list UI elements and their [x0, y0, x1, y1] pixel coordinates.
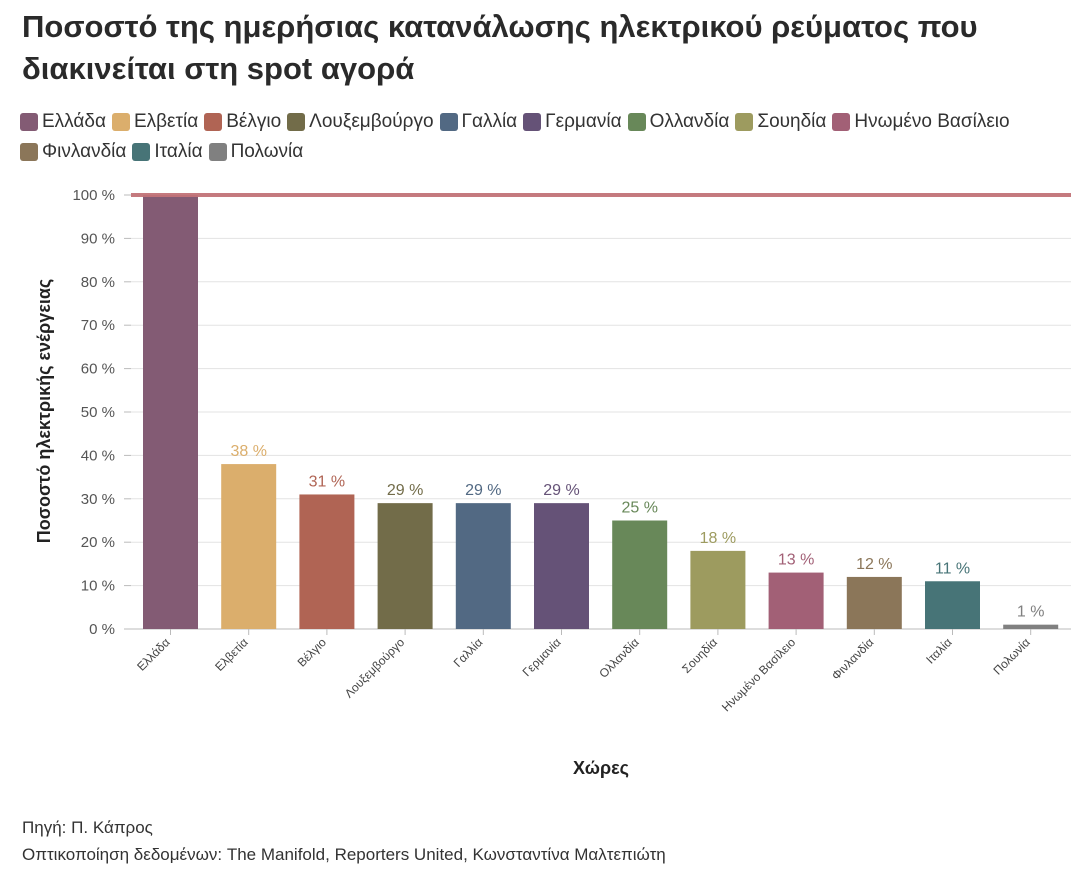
bar — [299, 494, 355, 629]
footer: Πηγή: Π. Κάπρος Οπτικοποίηση δεδομένων: … — [22, 814, 666, 868]
legend-item[interactable]: Φινλανδία — [20, 140, 126, 164]
data-label: 11 % — [935, 560, 970, 577]
legend-label: Ελλάδα — [42, 111, 106, 132]
bar — [534, 503, 589, 629]
y-tick-label: 10 % — [81, 578, 115, 595]
legend-label: Γερμανία — [545, 111, 622, 132]
x-axis: Ελλάδα Ελβετία Βέλγιο Λουξεμβούργο Γαλλία Γερ… — [134, 629, 1033, 714]
legend-label: Ηνωμένο Βασίλειο — [854, 111, 1010, 132]
data-label: 29 % — [387, 482, 423, 499]
data-label: 1 % — [1017, 604, 1045, 621]
legend-label: Ιταλία — [154, 141, 203, 162]
y-tick-label: 60 % — [81, 361, 115, 378]
bars — [143, 195, 1059, 629]
y-tick-label: 0 % — [89, 621, 115, 638]
x-tick-label: Σουηδία — [679, 635, 720, 676]
bar-chart: 0 % 10 % 20 % 30 % 40 % 50 % 60 % 70 % 80 % 90 % 1… — [34, 187, 1071, 778]
bar — [925, 581, 980, 629]
bar — [221, 464, 277, 629]
source-note: Πηγή: Π. Κάπρος — [22, 818, 153, 837]
legend-label: Πολωνία — [230, 141, 304, 162]
legend-label: Ελβετία — [133, 111, 199, 132]
data-label: 18 % — [700, 530, 736, 547]
chart-title: Ποσοστό της ημερήσιας κατανάλωσης ηλεκτρ… — [22, 9, 978, 86]
y-tick-label: 40 % — [81, 447, 115, 464]
legend-item[interactable]: Ιταλία — [132, 140, 203, 164]
x-tick-label: Γαλλία — [451, 635, 486, 670]
legend-swatch — [627, 113, 646, 131]
legend-swatch — [832, 113, 851, 131]
y-axis: 0 % 10 % 20 % 30 % 40 % 50 % 60 % 70 % 80 % 90 % 1… — [72, 187, 131, 638]
legend-swatch — [735, 113, 754, 131]
bar — [768, 572, 824, 629]
legend-label: Σουηδία — [757, 111, 827, 132]
legend-swatch — [111, 113, 130, 131]
legend-swatch — [208, 143, 227, 161]
y-tick-label: 70 % — [81, 317, 115, 334]
y-axis-title: Ποσοστό ηλεκτρικής ενέργειας — [34, 279, 54, 544]
y-tick-label: 30 % — [81, 491, 115, 508]
x-tick-label: Πολωνία — [990, 635, 1032, 677]
legend-label: Λουξεμβούργο — [309, 111, 434, 132]
credit-note: Οπτικοποίηση δεδομένων: The Manifold, Re… — [22, 845, 666, 864]
legend-label: Ολλανδία — [649, 111, 730, 132]
data-label: 38 % — [230, 443, 266, 460]
bar — [377, 503, 433, 629]
legend-item[interactable]: Γερμανία — [523, 110, 622, 134]
x-tick-label: Ελβετία — [212, 635, 251, 674]
data-label: 25 % — [621, 500, 657, 517]
x-tick-label: Φινλανδία — [829, 635, 877, 683]
legend-item[interactable]: Σουηδία — [735, 110, 826, 134]
bar — [690, 550, 746, 629]
legend-swatch — [287, 113, 306, 131]
legend-item[interactable]: Πολωνία — [208, 140, 304, 164]
legend-label: Βέλγιο — [226, 111, 282, 132]
x-tick-label: Ηνωμένο Βασίλειο — [719, 635, 798, 714]
x-tick-label: Ολλανδία — [596, 635, 642, 681]
x-axis-title: Χώρες — [573, 758, 629, 778]
legend-swatch — [523, 113, 542, 131]
legend-label: Φινλανδία — [42, 141, 127, 162]
legend-item[interactable]: Ελβετία — [111, 110, 199, 134]
x-tick-label: Βέλγιο — [295, 635, 330, 670]
data-label: 12 % — [856, 556, 892, 573]
legend-item[interactable]: Ελλάδα — [20, 110, 106, 134]
x-tick-label: Ελλάδα — [134, 635, 172, 673]
y-tick-label: 100 % — [72, 187, 115, 204]
legend-swatch — [439, 113, 458, 131]
legend-swatch — [20, 143, 38, 161]
bar — [143, 195, 198, 629]
y-tick-label: 90 % — [81, 230, 115, 247]
bar — [455, 503, 511, 629]
legend-label: Γαλλία — [461, 111, 518, 132]
data-label: 29 % — [543, 482, 579, 499]
bar — [1003, 624, 1059, 629]
chart-legend: Ελλάδα Ελβετία Βέλγιο Λουξεμβούργο Γαλλία Γερ… — [20, 110, 1080, 164]
legend-swatch — [204, 113, 223, 131]
legend-swatch — [132, 143, 151, 161]
bar — [612, 520, 668, 629]
y-tick-label: 20 % — [81, 534, 115, 551]
legend-item[interactable]: Γαλλία — [439, 110, 518, 134]
bar — [846, 576, 902, 629]
data-label: 13 % — [778, 552, 814, 569]
legend-item[interactable]: Λουξεμβούργο — [287, 110, 434, 134]
x-tick-label: Λουξεμβούργο — [342, 635, 408, 701]
value-labels: 38 % 31 % 29 % 29 % 29 % 25 % 18 % 13 % 12 % 11 %… — [230, 443, 1044, 621]
y-tick-label: 50 % — [81, 404, 115, 421]
legend-item[interactable]: Ολλανδία — [627, 110, 730, 134]
legend-swatch — [20, 113, 38, 131]
y-tick-label: 80 % — [81, 274, 115, 291]
x-tick-label: Γερμανία — [520, 635, 564, 679]
data-label: 31 % — [309, 473, 345, 490]
legend-item[interactable]: Ηνωμένο Βασίλειο — [832, 110, 1010, 134]
legend-item[interactable]: Βέλγιο — [204, 110, 281, 134]
x-tick-label: Ιταλία — [923, 635, 954, 666]
data-label: 29 % — [465, 482, 501, 499]
